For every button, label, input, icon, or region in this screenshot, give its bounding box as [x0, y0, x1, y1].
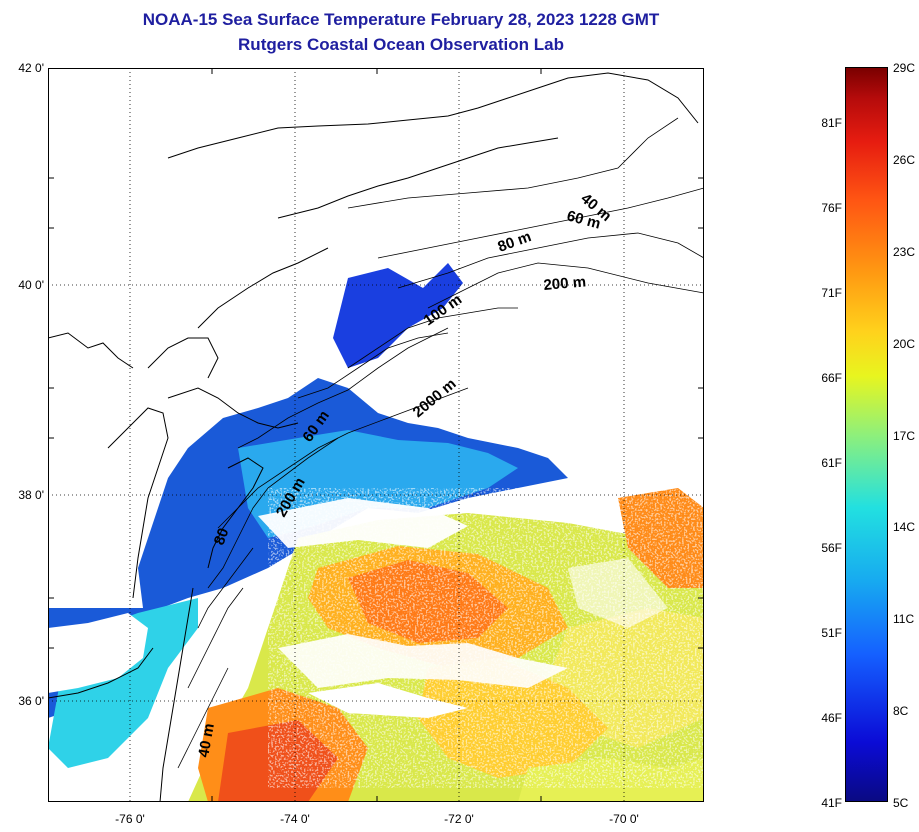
land-mass [48, 68, 704, 608]
colorbar-f-label: 71F [821, 286, 842, 300]
colorbar [845, 67, 888, 802]
colorbar-c-label: 26C [893, 153, 916, 167]
isobath-label: 200 m [543, 273, 587, 294]
colorbar-f-label: 51F [821, 626, 842, 640]
colorbar-c-label: 29C [893, 61, 916, 75]
isobath-lines [177, 117, 704, 769]
lon-tick-76: -76 0' [115, 812, 145, 826]
colorbar-f-label: 41F [821, 796, 842, 810]
colorbar-f-label: 61F [821, 456, 842, 470]
lat-tick-40: 40 0' [18, 278, 44, 292]
colorbar-f-label: 46F [821, 711, 842, 725]
colorbar-c-label: 5C [893, 796, 909, 810]
colorbar-c-label: 8C [893, 704, 909, 718]
land-south [48, 613, 148, 693]
isobath-label: 2000 m [410, 375, 460, 421]
lat-tick-36: 36 0' [18, 694, 44, 708]
sst-map: 40 m 60 m 80 m 200 m 100 m 2000 m 60 m 2… [48, 68, 704, 802]
isobath-label: 40 m [195, 722, 218, 759]
colorbar-c-label: 14C [893, 520, 916, 534]
isobath-label: 80 m [496, 228, 534, 256]
map-frame [48, 68, 704, 802]
cloud-mask [258, 488, 704, 788]
colorbar-f-label: 56F [821, 541, 842, 555]
colorbar-f-label: 76F [821, 201, 842, 215]
colorbar-f-label: 66F [821, 371, 842, 385]
coastline [48, 72, 699, 802]
isobath-label: 80 [211, 526, 233, 547]
colorbar-c-label: 20C [893, 337, 916, 351]
lon-tick-70: -70 0' [609, 812, 639, 826]
chart-title: NOAA-15 Sea Surface Temperature February… [142, 10, 660, 29]
lat-tick-38: 38 0' [18, 488, 44, 502]
colorbar-c-label: 17C [893, 429, 916, 443]
colorbar-f-label: 81F [821, 116, 842, 130]
lon-tick-72: -72 0' [444, 812, 474, 826]
colorbar-c-label: 23C [893, 245, 916, 259]
lat-tick-42: 42 0' [18, 61, 44, 75]
chart-subtitle: Rutgers Coastal Ocean Observation Lab [238, 35, 564, 54]
colorbar-c-label: 11C [893, 612, 915, 626]
lon-tick-74: -74 0' [280, 812, 310, 826]
graticule [48, 68, 704, 802]
